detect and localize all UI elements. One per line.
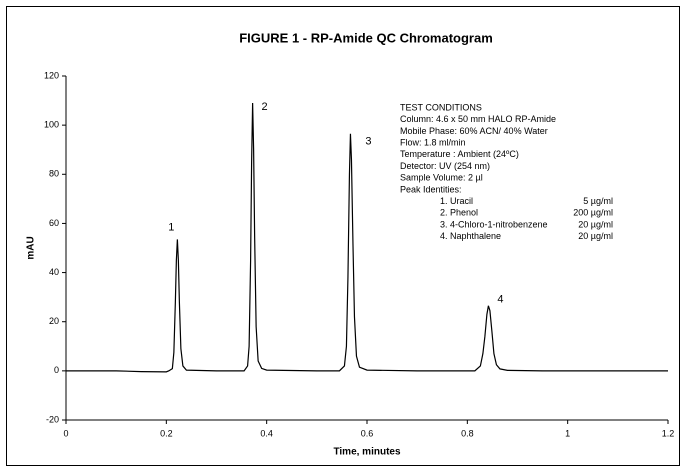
peak-concentration: 20 µg/ml: [578, 231, 613, 241]
x-tick-label: 0.2: [160, 428, 173, 438]
y-tick-label: 120: [44, 70, 59, 80]
peak-name: 3. 4-Chloro-1-nitrobenzene: [440, 219, 548, 229]
peak-concentration: 5 µg/ml: [583, 196, 613, 206]
peak-concentration: 200 µg/ml: [573, 208, 613, 218]
chromatogram-trace: [66, 103, 668, 373]
y-axis-label: mAU: [26, 236, 37, 259]
conditions-heading: TEST CONDITIONS: [400, 102, 482, 112]
x-tick-label: 0.8: [461, 428, 474, 438]
y-tick-label: 100: [44, 120, 59, 130]
x-axis-label: Time, minutes: [333, 447, 400, 458]
conditions-line: Sample Volume: 2 µl: [400, 173, 483, 183]
peak-concentration: 20 µg/ml: [578, 219, 613, 229]
x-tick-label: 1.2: [662, 428, 675, 438]
conditions-line: Column: 4.6 x 50 mm HALO RP-Amide: [400, 114, 556, 124]
x-tick-label: 0: [63, 428, 68, 438]
conditions-line: Detector: UV (254 nm): [400, 161, 490, 171]
conditions-line: Mobile Phase: 60% ACN/ 40% Water: [400, 126, 548, 136]
peak-label: 1: [168, 221, 174, 233]
y-tick-label: 0: [54, 365, 59, 375]
peak-name: 2. Phenol: [440, 208, 478, 218]
peak-label: 4: [497, 294, 503, 306]
peak-label: 3: [365, 136, 371, 148]
x-tick-label: 0.6: [361, 428, 374, 438]
y-tick-label: 40: [49, 267, 59, 277]
frame: [6, 6, 680, 466]
x-tick-label: 1: [565, 428, 570, 438]
x-tick-label: 0.4: [260, 428, 273, 438]
y-tick-label: 60: [49, 218, 59, 228]
conditions-line: Peak Identities:: [400, 184, 462, 194]
conditions-line: Temperature : Ambient (24ºC): [400, 149, 519, 159]
chart-title: FIGURE 1 - RP-Amide QC Chromatogram: [239, 30, 493, 45]
y-tick-label: -20: [46, 414, 59, 424]
peak-name: 4. Naphthalene: [440, 231, 501, 241]
y-tick-label: 80: [49, 169, 59, 179]
conditions-line: Flow: 1.8 ml/min: [400, 137, 466, 147]
peak-name: 1. Uracil: [440, 196, 473, 206]
y-tick-label: 20: [49, 316, 59, 326]
peak-label: 2: [262, 101, 268, 113]
